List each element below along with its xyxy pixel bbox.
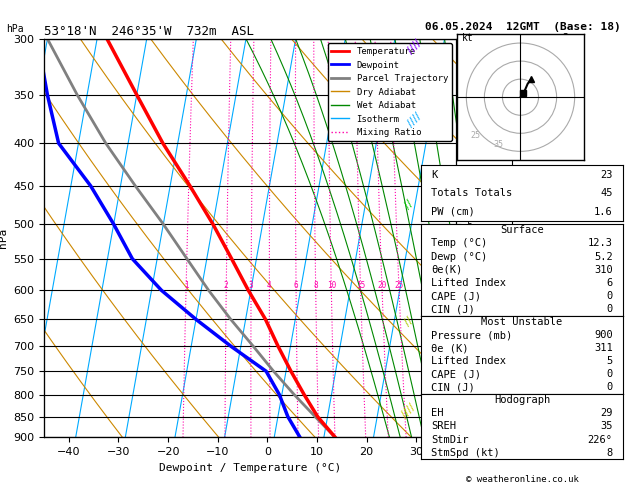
- Text: 3: 3: [248, 281, 253, 290]
- Text: ////: ////: [406, 38, 423, 55]
- Text: Most Unstable: Most Unstable: [481, 317, 563, 328]
- Text: 311: 311: [594, 343, 613, 353]
- Text: 0: 0: [606, 382, 613, 392]
- Text: 0: 0: [606, 291, 613, 301]
- Y-axis label: km
ASL: km ASL: [475, 229, 496, 247]
- Text: θe(K): θe(K): [431, 265, 463, 275]
- Text: 5: 5: [606, 356, 613, 366]
- Text: //: //: [403, 315, 415, 328]
- Text: 2: 2: [224, 281, 228, 290]
- Text: Dewp (°C): Dewp (°C): [431, 252, 487, 261]
- Text: 25: 25: [394, 281, 404, 290]
- Text: Temp (°C): Temp (°C): [431, 238, 487, 248]
- Text: StmSpd (kt): StmSpd (kt): [431, 448, 500, 458]
- Text: Lifted Index: Lifted Index: [431, 356, 506, 366]
- Text: 35: 35: [600, 421, 613, 432]
- Text: CAPE (J): CAPE (J): [431, 291, 481, 301]
- Text: ////: ////: [399, 402, 417, 420]
- Text: 06.05.2024  12GMT  (Base: 18): 06.05.2024 12GMT (Base: 18): [425, 22, 620, 32]
- Text: K: K: [431, 170, 438, 179]
- Text: ////: ////: [406, 111, 423, 128]
- Text: kt: kt: [462, 33, 474, 43]
- Y-axis label: hPa: hPa: [0, 228, 8, 248]
- Legend: Temperature, Dewpoint, Parcel Trajectory, Dry Adiabat, Wet Adiabat, Isotherm, Mi: Temperature, Dewpoint, Parcel Trajectory…: [328, 43, 452, 141]
- Text: 6: 6: [606, 278, 613, 288]
- Text: PW (cm): PW (cm): [431, 207, 476, 217]
- Text: Pressure (mb): Pressure (mb): [431, 330, 513, 340]
- Text: SREH: SREH: [431, 421, 457, 432]
- Text: StmDir: StmDir: [431, 434, 469, 445]
- Text: CIN (J): CIN (J): [431, 382, 476, 392]
- Text: 8: 8: [313, 281, 318, 290]
- Text: 900: 900: [594, 330, 613, 340]
- Text: //: //: [403, 199, 415, 211]
- Text: 0: 0: [606, 369, 613, 379]
- X-axis label: Dewpoint / Temperature (°C): Dewpoint / Temperature (°C): [159, 463, 341, 473]
- Text: 29: 29: [600, 408, 613, 418]
- Text: EH: EH: [431, 408, 444, 418]
- Text: 10: 10: [326, 281, 336, 290]
- Text: 53°18'N  246°35'W  732m  ASL: 53°18'N 246°35'W 732m ASL: [44, 25, 254, 38]
- Text: 310: 310: [594, 265, 613, 275]
- Text: 4: 4: [267, 281, 272, 290]
- Text: LCL: LCL: [460, 399, 478, 409]
- Y-axis label: Mixing Ratio (g/kg): Mixing Ratio (g/kg): [576, 182, 586, 294]
- Text: 8: 8: [606, 448, 613, 458]
- Text: 12.3: 12.3: [587, 238, 613, 248]
- Text: 6: 6: [294, 281, 298, 290]
- Text: Surface: Surface: [500, 225, 544, 235]
- Text: 45: 45: [600, 188, 613, 198]
- Text: 35: 35: [493, 140, 503, 149]
- Text: 20: 20: [377, 281, 387, 290]
- Text: 0: 0: [606, 304, 613, 314]
- Text: 5.2: 5.2: [594, 252, 613, 261]
- Text: 226°: 226°: [587, 434, 613, 445]
- Text: θe (K): θe (K): [431, 343, 469, 353]
- Text: CAPE (J): CAPE (J): [431, 369, 481, 379]
- Text: © weatheronline.co.uk: © weatheronline.co.uk: [465, 474, 579, 484]
- Text: 1.6: 1.6: [594, 207, 613, 217]
- Text: 1: 1: [184, 281, 188, 290]
- Text: 15: 15: [356, 281, 365, 290]
- Text: Lifted Index: Lifted Index: [431, 278, 506, 288]
- Text: 25: 25: [471, 131, 481, 140]
- Text: hPa: hPa: [6, 24, 24, 34]
- Text: 23: 23: [600, 170, 613, 179]
- Text: Hodograph: Hodograph: [494, 395, 550, 405]
- Text: CIN (J): CIN (J): [431, 304, 476, 314]
- Text: Totals Totals: Totals Totals: [431, 188, 513, 198]
